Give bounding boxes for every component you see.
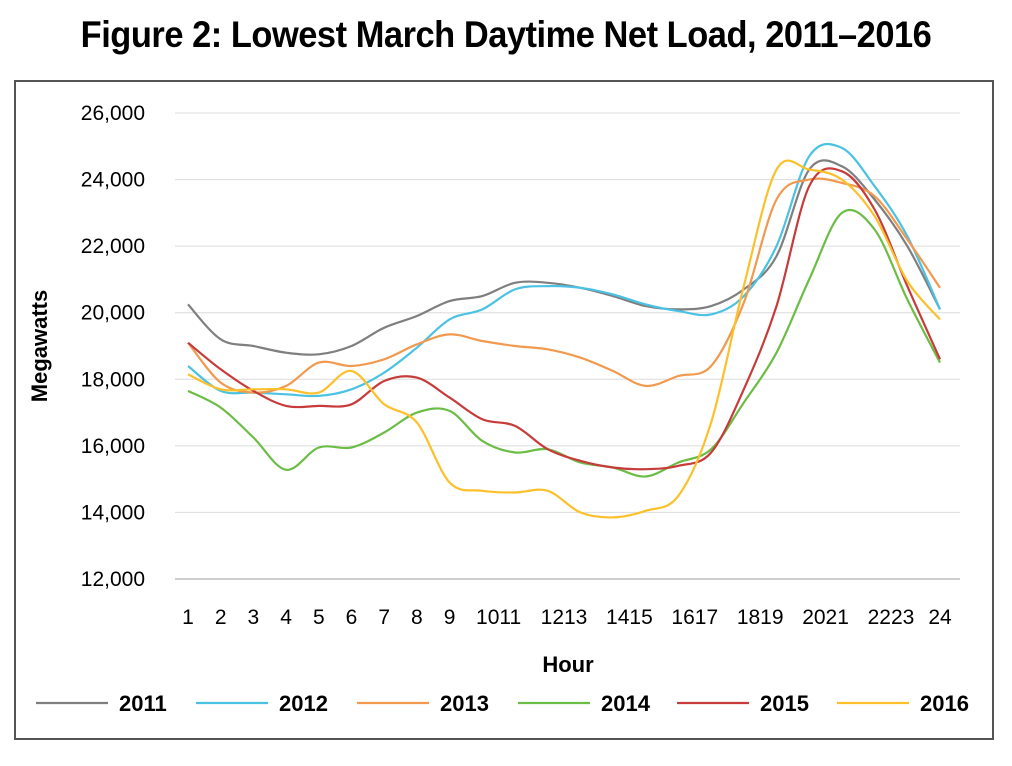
y-tick-label: 16,000 (81, 435, 145, 458)
legend-label-2014: 2014 (601, 691, 651, 716)
x-tick-label: 1011 (476, 606, 521, 629)
legend-label-2015: 2015 (760, 691, 809, 716)
x-tick-label: 7 (378, 606, 390, 629)
x-tick-label: 1213 (541, 606, 588, 629)
y-tick-label: 26,000 (81, 102, 145, 125)
series-line-2011 (187, 159, 941, 356)
x-tick-label: 2 (215, 606, 227, 629)
series-line-2015 (187, 167, 942, 471)
legend-label-2011: 2011 (119, 691, 167, 716)
legend-label-2013: 2013 (440, 691, 489, 716)
y-tick-label: 14,000 (81, 501, 145, 524)
series-line-2012 (187, 142, 942, 398)
chart-frame (14, 80, 994, 740)
x-tick-label: 2021 (802, 606, 849, 629)
x-tick-label: 1 (182, 606, 194, 629)
y-tick-label: 20,000 (81, 302, 145, 325)
chart-title: Figure 2: Lowest March Daytime Net Load,… (80, 14, 932, 55)
y-tick-label: 24,000 (81, 169, 145, 192)
x-axis-title: Hour (542, 652, 594, 677)
x-tick-label: 2223 (868, 606, 915, 629)
x-tick-label: 1819 (737, 606, 784, 629)
x-tick-label: 24 (928, 606, 952, 629)
y-tick-label: 22,000 (81, 235, 145, 258)
x-tick-label: 4 (280, 606, 292, 629)
series-line-2016 (187, 159, 941, 519)
x-tick-label: 1415 (606, 606, 653, 629)
x-tick-label: 1617 (671, 606, 718, 629)
legend-label-2012: 2012 (279, 691, 328, 716)
x-tick-label: 9 (444, 606, 456, 629)
y-axis-title: Megawatts (27, 290, 52, 402)
x-tick-label: 8 (411, 606, 423, 629)
y-tick-label: 18,000 (81, 368, 145, 391)
x-tick-label: 3 (248, 606, 260, 629)
series-line-2014 (187, 208, 941, 478)
x-tick-label: 6 (346, 606, 358, 629)
y-tick-label: 12,000 (81, 568, 145, 591)
x-tick-label: 5 (313, 606, 325, 629)
legend-label-2016: 2016 (920, 691, 969, 716)
series-line-2013 (187, 177, 941, 394)
